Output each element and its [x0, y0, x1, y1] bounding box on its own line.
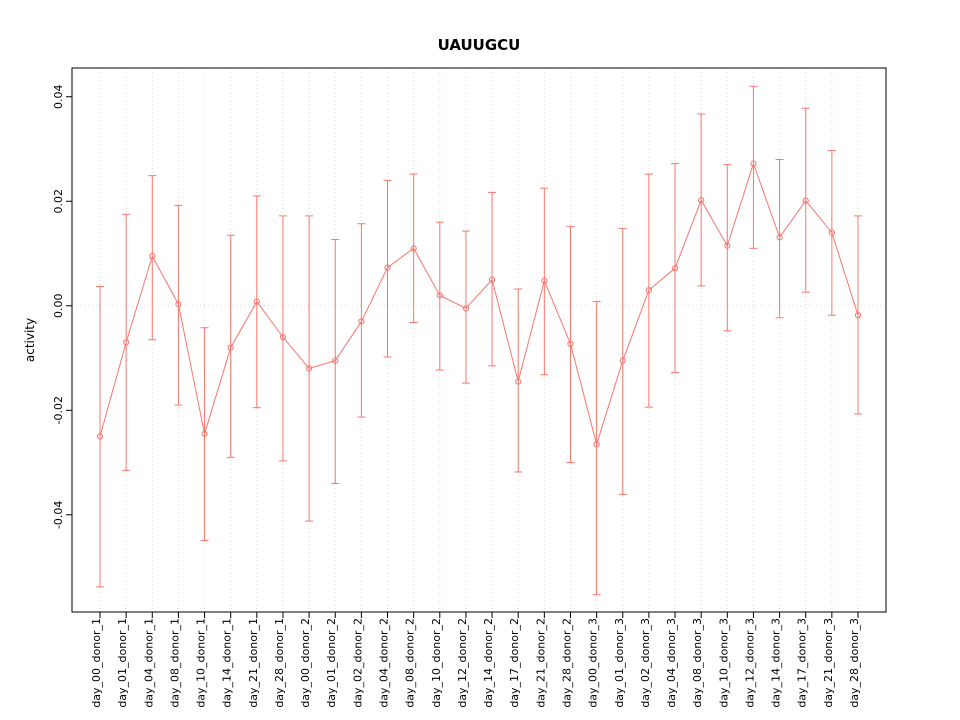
- svg-text:day_10_donor_1: day_10_donor_1: [195, 618, 208, 708]
- svg-text:day_08_donor_1: day_08_donor_1: [168, 618, 181, 708]
- svg-text:day_21_donor_2: day_21_donor_2: [534, 618, 547, 708]
- svg-text:day_04_donor_1: day_04_donor_1: [142, 618, 155, 708]
- svg-text:day_12_donor_2: day_12_donor_2: [456, 618, 469, 708]
- svg-text:day_00_donor_2: day_00_donor_2: [299, 618, 312, 708]
- svg-text:0.00: 0.00: [52, 294, 65, 319]
- svg-text:day_28_donor_1: day_28_donor_1: [273, 618, 286, 708]
- svg-text:day_08_donor_3: day_08_donor_3: [691, 618, 704, 708]
- svg-text:-0.02: -0.02: [52, 396, 65, 424]
- svg-text:-0.04: -0.04: [52, 501, 65, 529]
- svg-text:day_10_donor_2: day_10_donor_2: [430, 618, 443, 708]
- svg-text:day_01_donor_2: day_01_donor_2: [325, 618, 338, 708]
- svg-text:day_14_donor_3: day_14_donor_3: [770, 618, 783, 708]
- chart-title: UAUUGCU: [437, 36, 521, 54]
- svg-text:day_28_donor_3: day_28_donor_3: [848, 618, 861, 708]
- svg-text:0.02: 0.02: [52, 189, 65, 214]
- svg-text:day_12_donor_3: day_12_donor_3: [743, 618, 756, 708]
- svg-text:day_01_donor_3: day_01_donor_3: [613, 618, 626, 708]
- svg-text:day_04_donor_2: day_04_donor_2: [378, 618, 391, 708]
- svg-text:day_10_donor_3: day_10_donor_3: [717, 618, 730, 708]
- svg-text:day_17_donor_2: day_17_donor_2: [508, 618, 521, 708]
- svg-text:day_02_donor_3: day_02_donor_3: [639, 618, 652, 708]
- svg-text:day_01_donor_1: day_01_donor_1: [116, 618, 129, 708]
- svg-text:day_14_donor_1: day_14_donor_1: [221, 618, 234, 708]
- svg-text:day_08_donor_2: day_08_donor_2: [404, 618, 417, 708]
- svg-text:day_02_donor_2: day_02_donor_2: [351, 618, 364, 708]
- svg-text:0.04: 0.04: [52, 84, 65, 109]
- svg-text:day_17_donor_3: day_17_donor_3: [796, 618, 809, 708]
- svg-text:day_14_donor_2: day_14_donor_2: [482, 618, 495, 708]
- svg-text:day_21_donor_1: day_21_donor_1: [247, 618, 260, 708]
- svg-text:day_21_donor_3: day_21_donor_3: [822, 618, 835, 708]
- svg-text:day_28_donor_2: day_28_donor_2: [560, 618, 573, 708]
- svg-text:day_04_donor_3: day_04_donor_3: [665, 618, 678, 708]
- svg-text:day_00_donor_1: day_00_donor_1: [90, 618, 103, 708]
- svg-text:day_00_donor_3: day_00_donor_3: [587, 618, 600, 708]
